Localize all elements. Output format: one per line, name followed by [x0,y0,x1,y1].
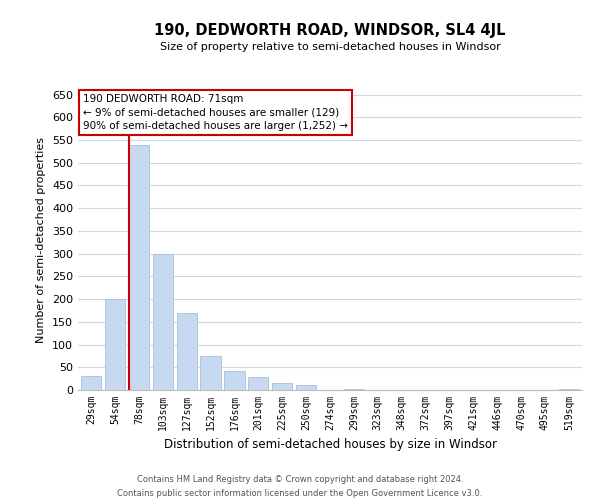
Text: 190, DEDWORTH ROAD, WINDSOR, SL4 4JL: 190, DEDWORTH ROAD, WINDSOR, SL4 4JL [154,22,506,38]
Bar [296,386,316,390]
Text: Contains HM Land Registry data © Crown copyright and database right 2024.
Contai: Contains HM Land Registry data © Crown c… [118,476,482,498]
Bar [248,378,268,390]
Text: 190 DEDWORTH ROAD: 71sqm
← 9% of semi-detached houses are smaller (129)
90% of s: 190 DEDWORTH ROAD: 71sqm ← 9% of semi-de… [83,94,348,131]
Bar [559,389,579,390]
Bar [200,356,221,390]
Y-axis label: Number of semi-detached properties: Number of semi-detached properties [37,137,46,343]
Bar [224,371,245,390]
Bar [129,144,149,390]
Bar [152,254,173,390]
Text: Size of property relative to semi-detached houses in Windsor: Size of property relative to semi-detach… [160,42,500,52]
Bar [105,299,125,390]
Bar [176,312,197,390]
Bar [272,383,292,390]
X-axis label: Distribution of semi-detached houses by size in Windsor: Distribution of semi-detached houses by … [163,438,497,452]
Bar [81,376,101,390]
Bar [344,389,364,390]
